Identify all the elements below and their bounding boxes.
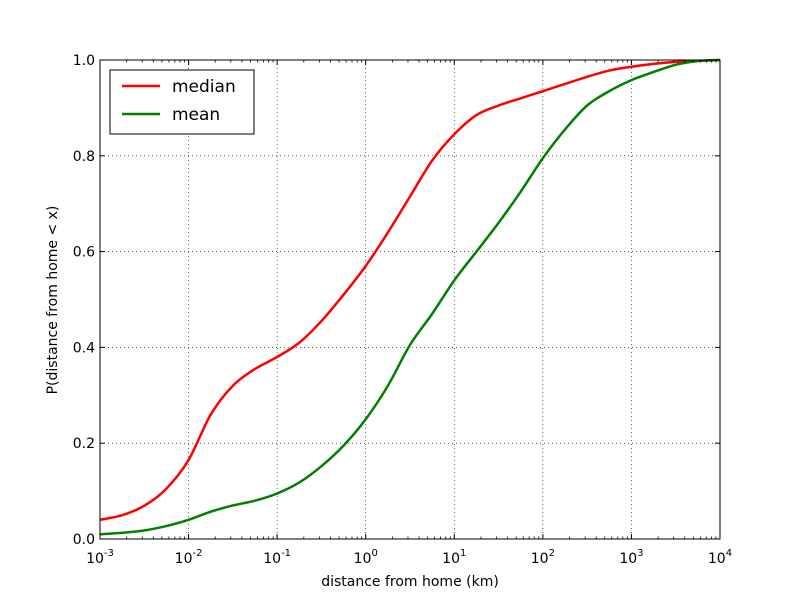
series-line-mean (100, 58, 720, 536)
legend-label-mean: mean (172, 105, 220, 125)
y-tick-label: 0.8 (73, 149, 95, 165)
x-tick-label: 101 (442, 548, 466, 567)
y-tick-label: 0.4 (73, 340, 95, 356)
x-tick-label: 102 (531, 548, 555, 567)
y-tick-label: 1.0 (73, 53, 95, 69)
y-tick-label: 0.6 (73, 245, 95, 261)
x-tick-label: 103 (619, 548, 643, 567)
x-tick-label: 10-2 (175, 548, 203, 567)
x-tick-label: 104 (708, 548, 732, 567)
y-tick-label: 0.2 (73, 436, 95, 452)
x-tick-label: 10-3 (86, 548, 114, 567)
x-tick-label: 100 (354, 548, 378, 567)
series-layer (100, 58, 720, 536)
y-axis-label: P(distance from home < x) (45, 206, 61, 395)
plot-frame (99, 59, 721, 540)
x-axis-label: distance from home (km) (321, 574, 499, 590)
tick-label-layer: 10-3 10-2 10-1 100 101 102 103 104 0.0 0.2 0.4 0.6 0… (73, 53, 732, 567)
series-line-median (100, 58, 720, 522)
tick-layer (99, 59, 721, 540)
x-tick-label: 10-1 (263, 548, 291, 567)
plot-background (100, 60, 720, 539)
legend: median mean (109, 69, 255, 135)
y-tick-label: 0.0 (73, 532, 95, 548)
legend-box (109, 69, 255, 135)
legend-label-median: median (172, 77, 236, 97)
